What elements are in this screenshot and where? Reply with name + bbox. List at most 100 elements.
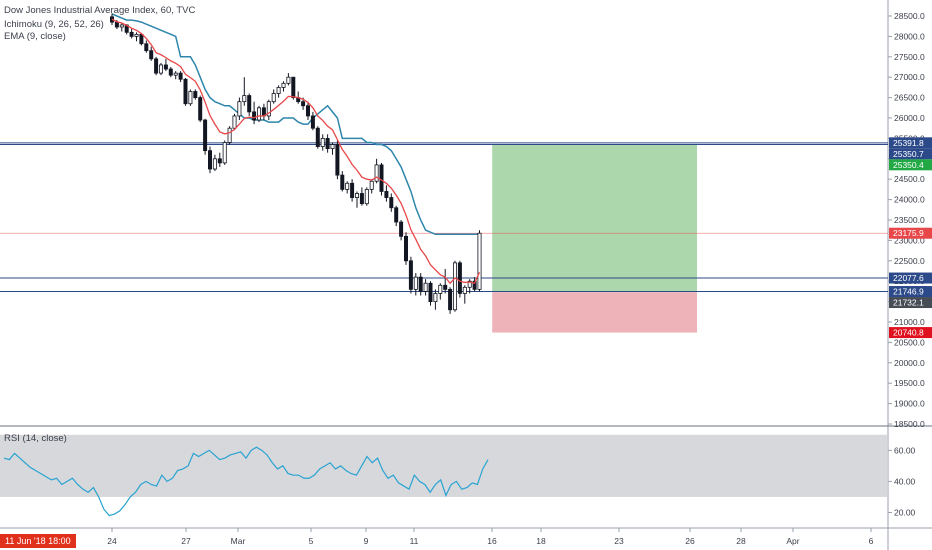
candle-body (203, 119, 208, 152)
candle-67 (438, 283, 443, 300)
candle-14 (178, 71, 183, 83)
candle-9 (154, 56, 159, 76)
candle-13 (173, 71, 178, 80)
x-tick-label-7: 18 (536, 536, 546, 546)
candle-body (193, 91, 198, 99)
y-tick-label-12: 22500.0 (894, 256, 925, 266)
candle-59 (399, 220, 404, 241)
y-tick-label-0: 28500.0 (894, 11, 925, 21)
y-tick-label-15: 21000.0 (894, 317, 925, 327)
candle-body (399, 221, 404, 237)
candle-24 (227, 126, 232, 145)
candle-56 (384, 185, 389, 202)
candle-body (418, 276, 423, 292)
candle-body (438, 284, 443, 294)
candle-body (467, 280, 472, 288)
candle-body (340, 174, 345, 190)
x-tick-label-0: 24 (107, 536, 117, 546)
x-tick-label-5: 11 (410, 536, 419, 546)
candle-60 (403, 232, 408, 265)
candle-body (198, 97, 203, 121)
candle-body (119, 24, 124, 28)
price-label-5: 21746.9 (893, 287, 924, 297)
loss-zone (492, 292, 697, 333)
candle-29 (252, 101, 257, 125)
candle-body (281, 82, 286, 88)
price-label-box-1 (889, 148, 932, 160)
candle-15 (183, 78, 188, 106)
candle-74 (472, 277, 477, 292)
y-tick-label-20: 18500.0 (894, 419, 925, 429)
candle-43 (320, 134, 325, 151)
candle-body (364, 188, 369, 205)
candle-body (428, 282, 433, 302)
candle-body (389, 197, 394, 209)
candle-36 (286, 73, 291, 86)
candle-body (242, 95, 247, 103)
candle-body (433, 293, 438, 303)
candle-body (222, 142, 227, 164)
candle-body (452, 262, 457, 311)
x-tick-label-8: 23 (614, 536, 624, 546)
x-tick-label-1: 27 (181, 536, 191, 546)
x-tick-label-4: 9 (364, 536, 369, 546)
candle-body (291, 76, 296, 98)
candle-body (134, 33, 139, 37)
rsi-tick-label-2: 20.00 (894, 507, 916, 517)
x-tick-label-2: Mar (231, 536, 246, 546)
price-label-1: 25350.7 (893, 149, 924, 159)
y-tick-label-18: 19500.0 (894, 378, 925, 388)
crosshair-time-label: 11 Jun '18 18:00 (0, 534, 76, 548)
candle-body (354, 193, 359, 198)
candle-65 (428, 281, 433, 306)
candle-27 (242, 77, 247, 106)
candle-44 (325, 134, 330, 153)
candles (110, 13, 482, 314)
y-tick-label-11: 23000.0 (894, 235, 925, 245)
price-label-0: 25391.8 (893, 138, 924, 148)
candle-4 (129, 29, 134, 39)
candle-26 (237, 97, 242, 121)
y-tick-label-1: 28000.0 (894, 31, 925, 41)
rsi-tick-label-0: 60.00 (894, 445, 916, 455)
candle-body (178, 72, 183, 80)
candle-body (369, 180, 374, 190)
ichimoku-line (111, 13, 480, 236)
candle-50 (354, 191, 359, 208)
candle-body (359, 193, 364, 205)
candle-8 (149, 46, 154, 61)
price-label-box-3 (889, 227, 932, 239)
candle-body (207, 150, 212, 170)
candle-22 (217, 152, 222, 167)
y-tick-label-3: 27000.0 (894, 72, 925, 82)
candle-body (173, 72, 178, 76)
candle-body (408, 260, 413, 290)
candle-17 (193, 89, 198, 100)
ema-legend[interactable]: EMA (9, close) (4, 31, 66, 42)
x-tick-label-3: 5 (309, 536, 314, 546)
candle-body (276, 87, 281, 94)
rsi-band (0, 434, 888, 497)
candle-body (457, 262, 462, 294)
ema-line (111, 18, 481, 285)
candle-40 (305, 101, 310, 121)
price-label-box-7 (889, 327, 932, 339)
profit-zone (492, 144, 697, 293)
candle-30 (256, 105, 261, 123)
candle-body (256, 107, 261, 121)
rsi-legend[interactable]: RSI (14, close) (4, 433, 67, 444)
candle-46 (335, 140, 340, 180)
candle-body (374, 164, 379, 182)
candle-body (149, 50, 154, 60)
ichimoku-legend[interactable]: Ichimoku (9, 26, 52, 26) (4, 19, 104, 30)
candle-body (139, 33, 144, 45)
candle-body (443, 284, 448, 290)
candle-body (163, 64, 168, 70)
candle-body (350, 182, 355, 198)
candle-body (154, 58, 159, 74)
price-label-box-2 (889, 159, 932, 171)
candle-body (472, 280, 477, 290)
candle-63 (418, 273, 423, 296)
candle-35 (281, 81, 286, 92)
